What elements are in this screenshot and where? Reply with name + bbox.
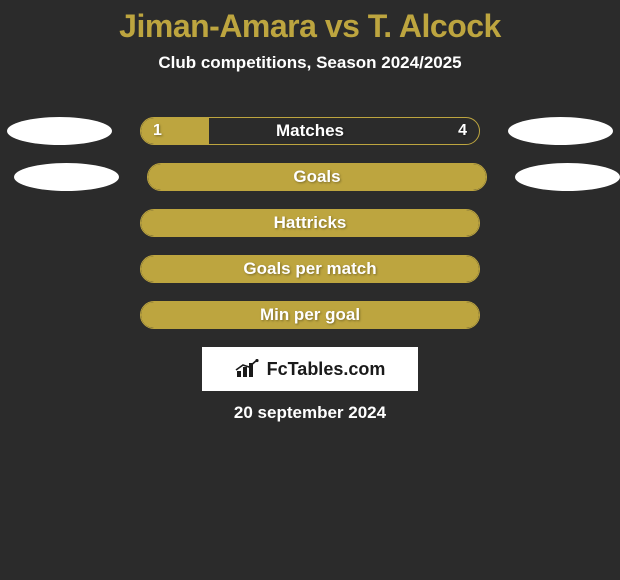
player-left-ellipse	[7, 117, 112, 145]
stat-bar: Goals per match	[140, 255, 480, 283]
stat-rows: 1 4 Matches Goals Hattricks Goals per match Mi…	[0, 117, 620, 347]
logo-box[interactable]: FcTables.com	[202, 347, 418, 391]
subtitle: Club competitions, Season 2024/2025	[158, 53, 461, 73]
stat-row: 1 4 Matches	[0, 117, 620, 145]
stat-row: Hattricks	[0, 209, 620, 237]
stat-label: Min per goal	[260, 305, 360, 325]
bar-fill-left	[141, 118, 209, 144]
stat-bar: Min per goal	[140, 301, 480, 329]
stat-row: Goals per match	[0, 255, 620, 283]
stat-row: Goals	[0, 163, 620, 191]
date-text: 20 september 2024	[234, 403, 386, 423]
player-left-ellipse	[14, 163, 119, 191]
stat-row: Min per goal	[0, 301, 620, 329]
stat-bar: Goals	[147, 163, 487, 191]
chart-bars-icon	[235, 359, 263, 379]
stat-label: Goals	[293, 167, 340, 187]
stat-bar: Hattricks	[140, 209, 480, 237]
player-right-ellipse	[508, 117, 613, 145]
stat-label: Hattricks	[274, 213, 347, 233]
logo-text: FcTables.com	[267, 359, 386, 380]
stat-value-right: 4	[458, 122, 467, 140]
stat-label: Matches	[276, 121, 344, 141]
comparison-widget: Jiman-Amara vs T. Alcock Club competitio…	[0, 0, 620, 423]
player-right-ellipse	[515, 163, 620, 191]
stat-value-left: 1	[153, 122, 162, 140]
logo: FcTables.com	[235, 359, 386, 380]
stat-bar: 1 4 Matches	[140, 117, 480, 145]
page-title: Jiman-Amara vs T. Alcock	[119, 8, 501, 45]
stat-label: Goals per match	[243, 259, 376, 279]
